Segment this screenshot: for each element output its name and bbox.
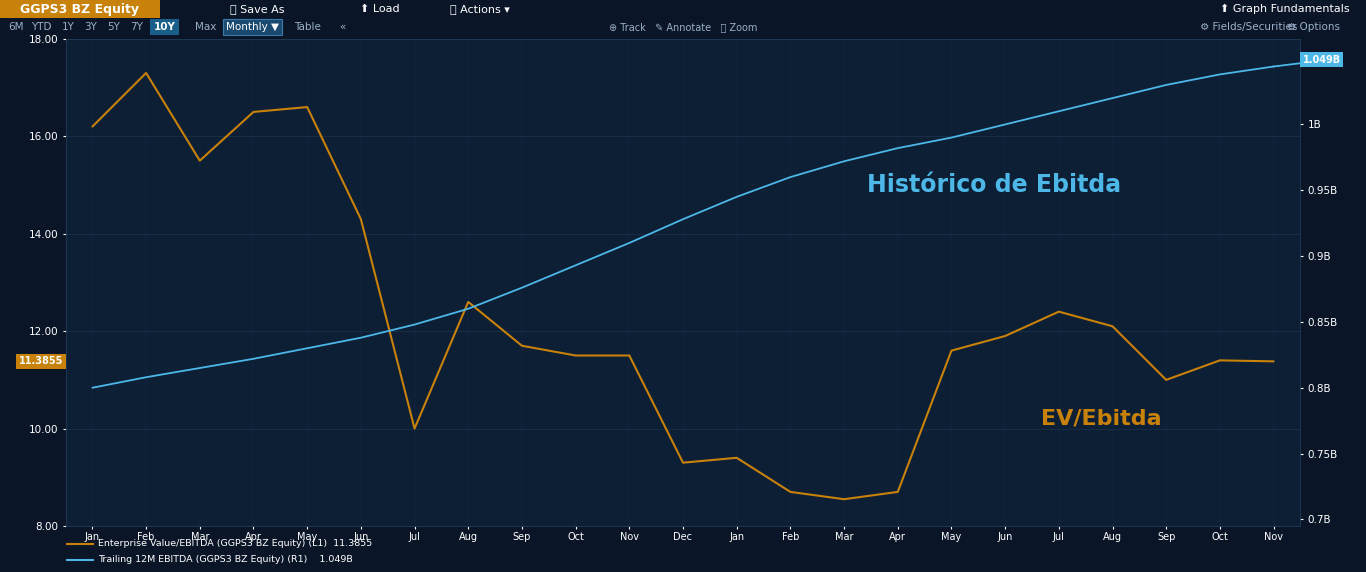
Text: YTD: YTD bbox=[31, 22, 52, 32]
Text: Max: Max bbox=[195, 22, 217, 32]
Text: Histórico de Ebitda: Histórico de Ebitda bbox=[867, 173, 1121, 197]
Text: ⊕ Track   ✎ Annotate   🔍 Zoom: ⊕ Track ✎ Annotate 🔍 Zoom bbox=[609, 22, 757, 32]
Text: 5Y: 5Y bbox=[108, 22, 120, 32]
Text: ⚙ Fields/Securities: ⚙ Fields/Securities bbox=[1199, 22, 1298, 32]
Text: 🔧 Actions ▾: 🔧 Actions ▾ bbox=[449, 4, 510, 14]
Text: Enterprise Value/EBITDA (GGPS3 BZ Equity) (L1)  11.3855: Enterprise Value/EBITDA (GGPS3 BZ Equity… bbox=[98, 539, 372, 549]
Text: 1Y: 1Y bbox=[61, 22, 74, 32]
FancyBboxPatch shape bbox=[0, 0, 160, 18]
Text: 1.049B: 1.049B bbox=[1303, 55, 1341, 65]
Text: ⚙ Options: ⚙ Options bbox=[1287, 22, 1340, 32]
Text: ⬆ Graph Fundamentals: ⬆ Graph Fundamentals bbox=[1220, 4, 1350, 14]
Text: 11.3855: 11.3855 bbox=[19, 356, 63, 366]
Text: GGPS3 BZ Equity: GGPS3 BZ Equity bbox=[20, 2, 139, 15]
Text: 7Y: 7Y bbox=[131, 22, 143, 32]
Text: EV/Ebitda: EV/Ebitda bbox=[1041, 409, 1162, 429]
Text: 6M: 6M bbox=[8, 22, 23, 32]
Text: Trailing 12M EBITDA (GGPS3 BZ Equity) (R1)    1.049B: Trailing 12M EBITDA (GGPS3 BZ Equity) (R… bbox=[98, 555, 352, 564]
Text: 🖫 Save As: 🖫 Save As bbox=[229, 4, 284, 14]
Text: 10Y: 10Y bbox=[153, 22, 175, 32]
Text: ⬆ Load: ⬆ Load bbox=[361, 4, 400, 14]
Text: Monthly ▼: Monthly ▼ bbox=[225, 22, 279, 32]
Text: Table: Table bbox=[294, 22, 321, 32]
Text: 3Y: 3Y bbox=[85, 22, 97, 32]
Text: «: « bbox=[340, 22, 346, 32]
